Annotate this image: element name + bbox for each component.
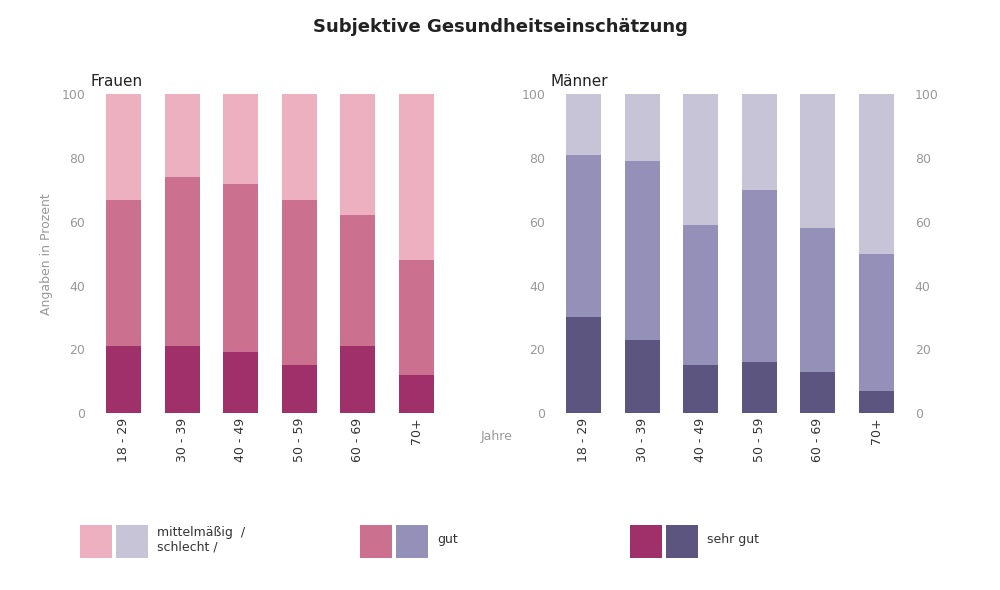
Bar (566, 155, 601, 317)
Bar (625, 94, 660, 161)
Bar (165, 346, 200, 413)
Bar (106, 199, 141, 346)
Bar (859, 391, 894, 413)
Bar (165, 94, 200, 177)
Bar (340, 215, 375, 346)
Bar (800, 94, 835, 228)
Bar (742, 190, 777, 362)
Bar (340, 346, 375, 413)
Bar (399, 94, 434, 260)
Bar (399, 260, 434, 375)
Bar (625, 340, 660, 413)
Text: Jahre: Jahre (481, 430, 513, 442)
Bar (106, 346, 141, 413)
Bar (859, 254, 894, 391)
Bar (566, 94, 601, 155)
Bar (223, 94, 258, 183)
Y-axis label: Angaben in Prozent: Angaben in Prozent (40, 193, 53, 314)
Text: gut: gut (437, 533, 458, 546)
Text: sehr gut: sehr gut (707, 533, 759, 546)
Bar (742, 362, 777, 413)
Bar (399, 375, 434, 413)
Bar (683, 365, 718, 413)
Bar (742, 94, 777, 190)
Bar (340, 94, 375, 215)
Bar (800, 228, 835, 372)
Bar (566, 317, 601, 413)
Bar (282, 199, 317, 365)
Bar (165, 177, 200, 346)
Bar (223, 183, 258, 352)
Bar (800, 372, 835, 413)
Bar (282, 365, 317, 413)
Bar (223, 352, 258, 413)
Bar (282, 94, 317, 199)
Text: Frauen: Frauen (90, 74, 142, 89)
Bar (859, 94, 894, 254)
Bar (106, 94, 141, 199)
Text: Männer: Männer (550, 74, 608, 89)
Bar (683, 225, 718, 365)
Text: Subjektive Gesundheitseinschätzung: Subjektive Gesundheitseinschätzung (313, 18, 687, 36)
Bar (625, 161, 660, 340)
Text: mittelmäßig  /
schlecht /: mittelmäßig / schlecht / (157, 526, 245, 554)
Bar (683, 94, 718, 225)
